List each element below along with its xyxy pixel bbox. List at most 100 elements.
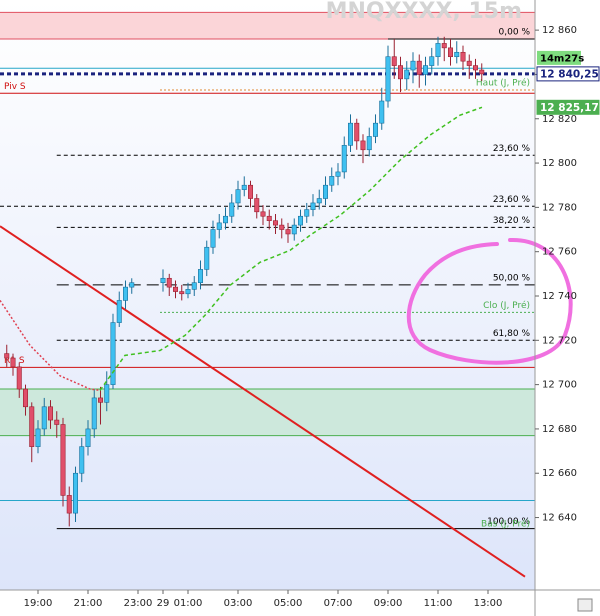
candle-body	[254, 198, 260, 213]
candle	[416, 54, 422, 88]
candle-body	[248, 184, 254, 199]
candle	[447, 38, 453, 66]
candle	[73, 466, 79, 522]
candle-body	[123, 286, 129, 301]
candle	[229, 194, 235, 223]
x-tick-label: 23:00	[124, 598, 153, 609]
candle-body	[16, 366, 22, 390]
candle-body	[291, 224, 297, 235]
candle-body	[391, 56, 397, 66]
candle-body	[60, 424, 66, 496]
candle-body	[85, 428, 91, 447]
candles	[4, 36, 485, 527]
level-label: 100,00 %	[487, 517, 530, 527]
candle-body	[210, 229, 216, 248]
candle-body	[41, 406, 47, 430]
level-label: Bas (J, Pré)	[481, 518, 530, 529]
candle	[254, 194, 260, 219]
candle-body	[35, 428, 41, 447]
candle	[354, 118, 360, 150]
candle	[66, 486, 72, 527]
candle-body	[272, 220, 278, 226]
candle-body	[447, 47, 453, 58]
candle-body	[10, 357, 16, 368]
candle	[429, 47, 435, 75]
candle	[79, 437, 85, 483]
candle-body	[266, 215, 272, 221]
candle	[54, 411, 60, 438]
level-label: 23,60 %	[493, 195, 531, 205]
x-axis-background	[0, 590, 600, 616]
candle-body	[185, 289, 191, 295]
candle	[466, 54, 472, 79]
candle-body	[410, 60, 416, 71]
candle	[210, 220, 216, 254]
candle-body	[179, 291, 185, 295]
x-tick-label: 19:00	[24, 598, 53, 609]
y-tick-label: 12 640	[542, 513, 577, 524]
candle-body	[347, 122, 353, 146]
candle	[185, 282, 191, 299]
candle-body	[54, 419, 60, 425]
candle-body	[191, 282, 197, 290]
candle-body	[316, 198, 322, 204]
x-tick-label: 11:00	[424, 598, 453, 609]
y-tick-label: 12 760	[542, 247, 577, 258]
candle-body	[110, 322, 116, 385]
y-tick-label: 12 660	[542, 468, 577, 479]
candle	[397, 56, 403, 93]
candle-body	[454, 51, 460, 58]
candle-body	[304, 209, 310, 217]
candle-body	[129, 282, 135, 288]
candle-body	[98, 397, 104, 403]
x-tick-label: 01:00	[174, 598, 203, 609]
candle	[235, 180, 241, 210]
candle	[216, 214, 222, 239]
candle-body	[479, 69, 485, 75]
candle-body	[404, 69, 410, 80]
plot-background	[0, 0, 535, 590]
candle	[123, 280, 129, 310]
candle-body	[379, 100, 385, 124]
candle	[366, 127, 372, 157]
candle	[291, 218, 297, 241]
candle	[241, 176, 247, 197]
zone	[0, 12, 535, 39]
candle	[404, 61, 410, 90]
candle-body	[91, 397, 97, 430]
candle-body	[329, 176, 335, 186]
candle	[22, 384, 28, 416]
countdown-box	[537, 50, 581, 65]
candle-body	[216, 222, 222, 230]
candle	[285, 222, 291, 243]
candle-body	[79, 446, 85, 474]
candle	[4, 344, 10, 367]
countdown: 14m27s	[540, 53, 584, 64]
moving-average	[99, 106, 483, 391]
candle	[279, 218, 285, 239]
candle-body	[223, 215, 229, 224]
y-tick-label: 12 680	[542, 424, 577, 435]
candle	[204, 240, 210, 277]
scale-icon	[577, 598, 593, 612]
candle-body	[397, 65, 403, 80]
level-label: 23,60 %	[493, 144, 531, 154]
candle	[410, 52, 416, 84]
candle-body	[372, 122, 378, 137]
candle	[248, 180, 254, 208]
candle	[297, 209, 303, 232]
candle-body	[366, 136, 372, 151]
candle-body	[460, 51, 466, 62]
candle-body	[297, 215, 303, 226]
candle-body	[322, 184, 328, 199]
candle	[347, 114, 353, 152]
candle	[316, 189, 322, 210]
candle-body	[235, 189, 241, 204]
candle-body	[385, 56, 391, 102]
level-label: 0,00 %	[499, 27, 531, 37]
candle	[422, 56, 428, 86]
level-label: 50,00 %	[493, 273, 531, 283]
axes: 12 640 12 660 12 680 12 700 12 720 12 740 12 7…	[24, 25, 600, 609]
y-tick-label: 12 800	[542, 158, 577, 169]
